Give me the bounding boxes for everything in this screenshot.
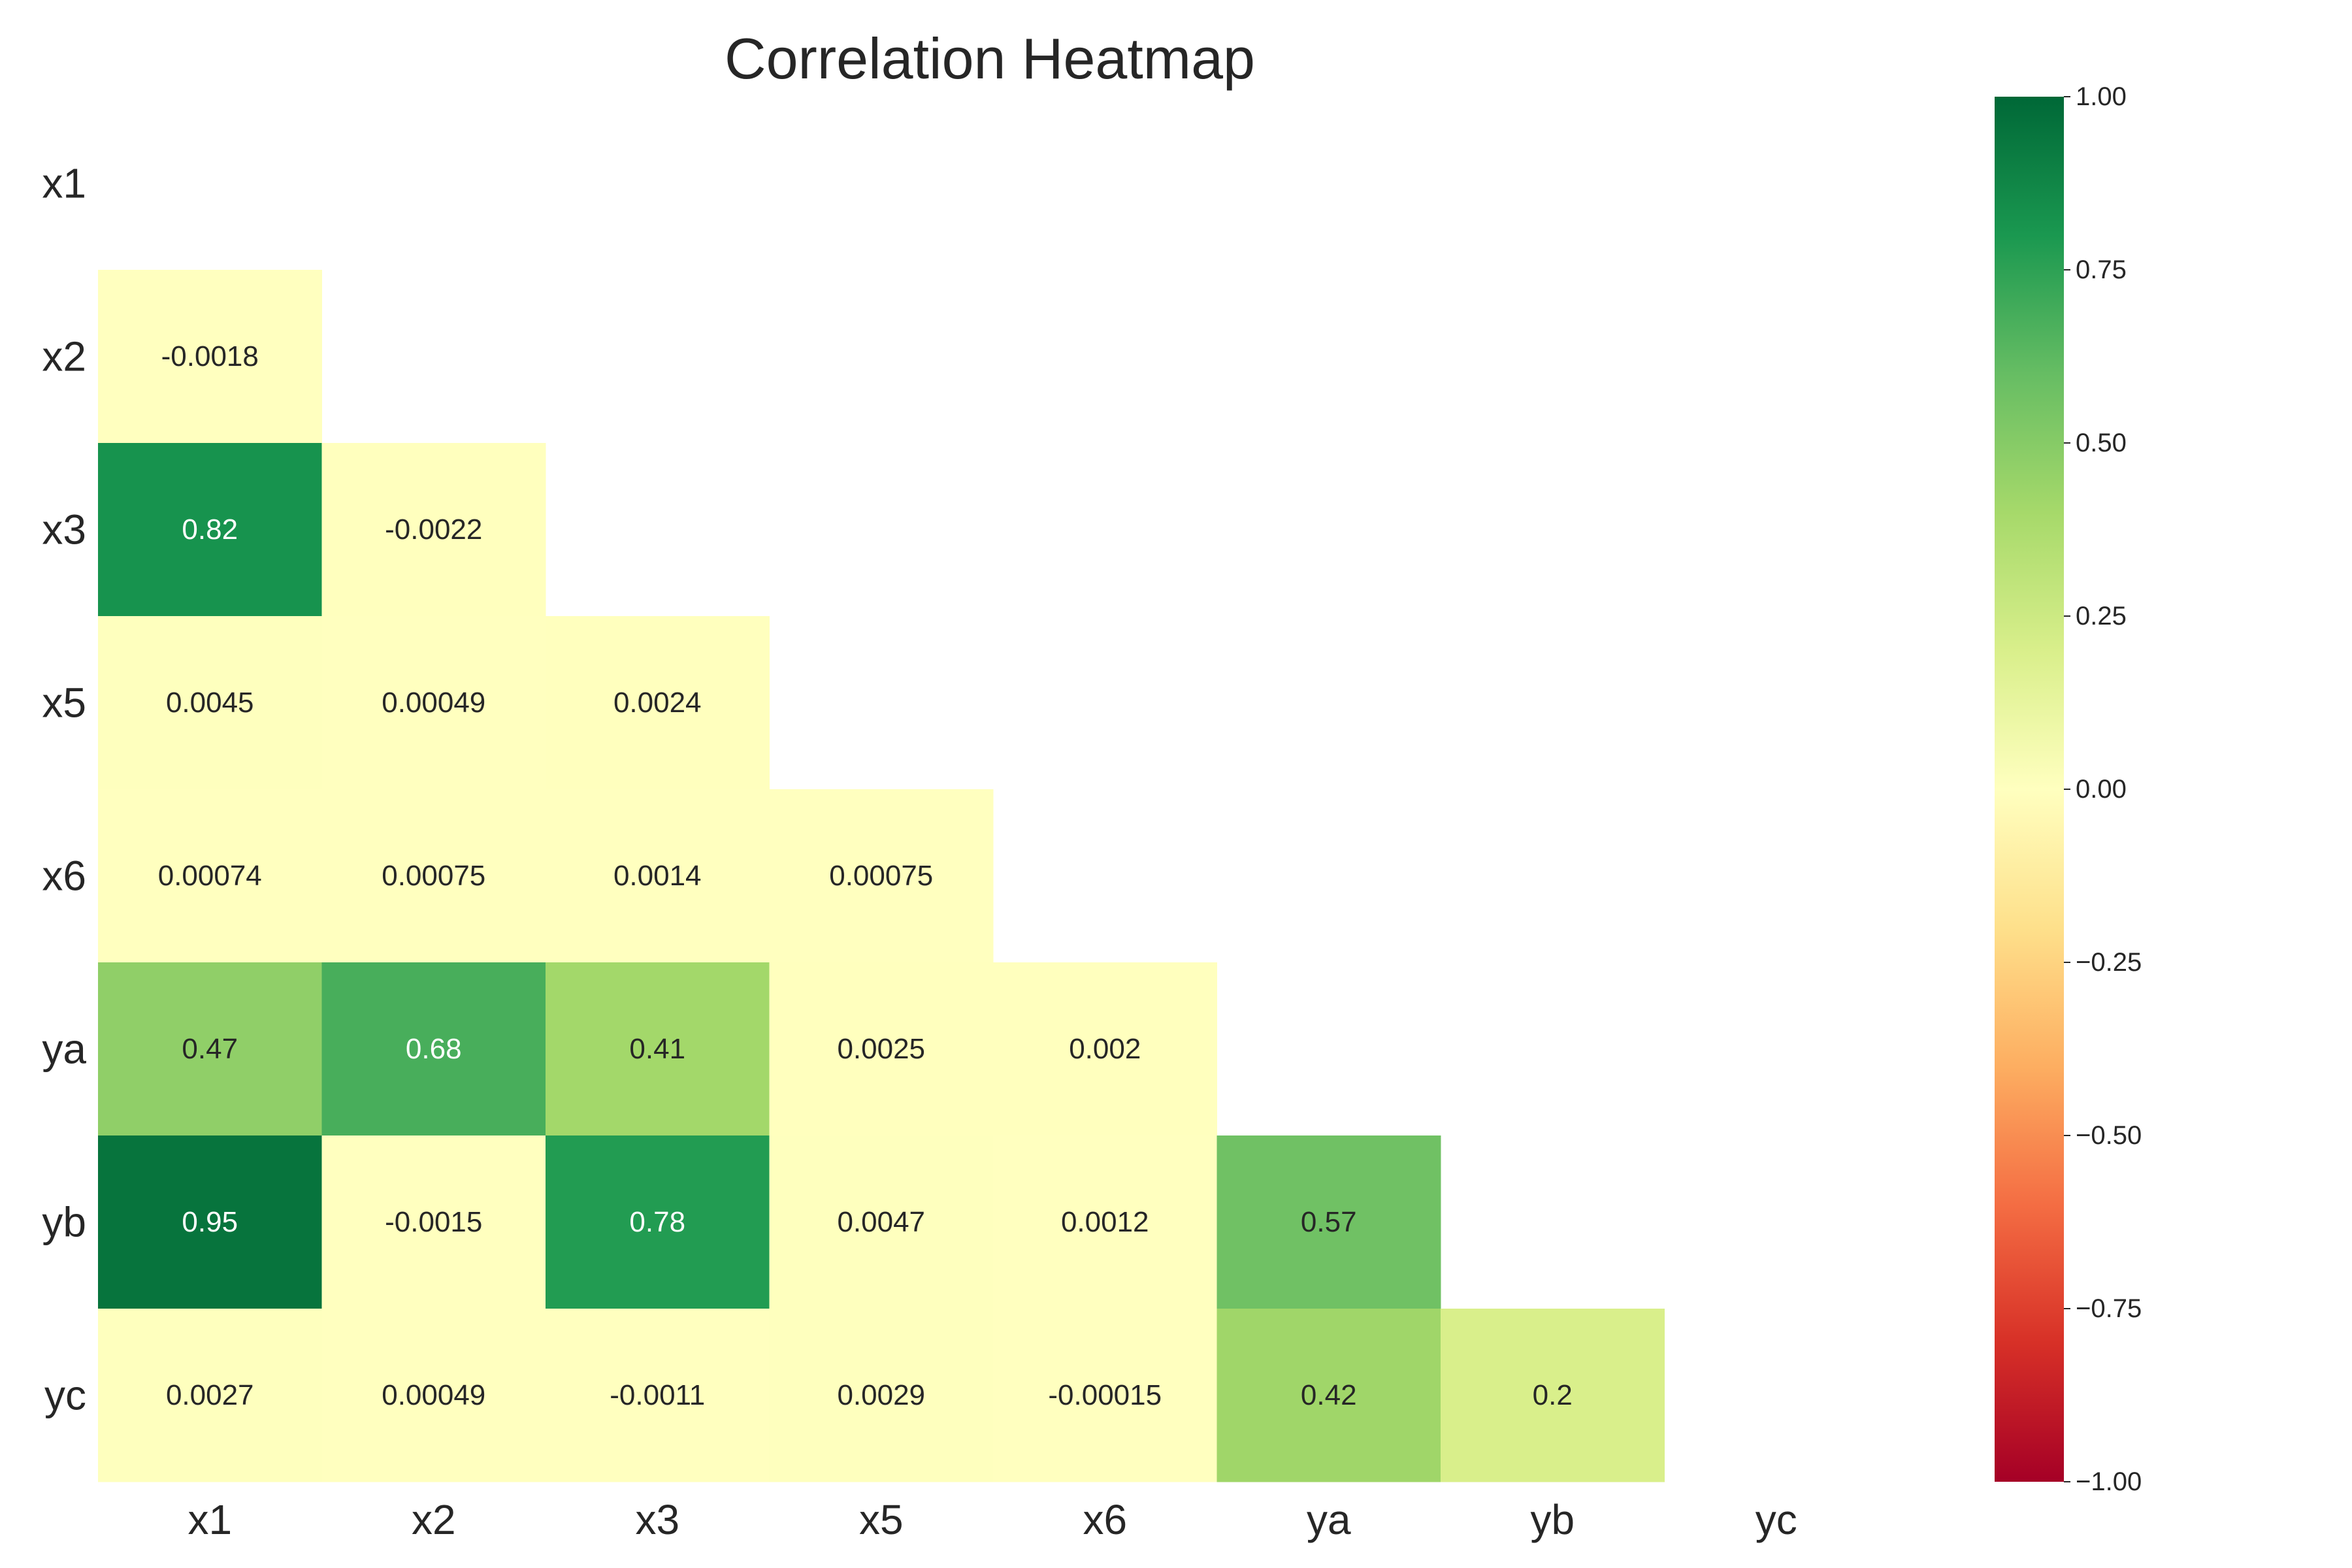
x-axis-tick-labels: x1 x2 x3 x5 x6 ya yb yc [188, 1496, 1797, 1543]
heatmap-cell-x2-x1 [98, 270, 322, 444]
heatmap-cells: -0.0018 0.82 -0.0022 0.0045 0.00049 0.0024 0.0… [98, 270, 1665, 1482]
cell-value-label-ya-x2: 0.68 [406, 1033, 462, 1065]
heatmap-cell-yb-x3 [546, 1135, 770, 1309]
heatmap-cell-x3-x1 [98, 443, 322, 617]
heatmap-cell-ya-x5 [769, 962, 994, 1136]
heatmap-cell-yb-x2 [321, 1135, 546, 1309]
cell-value-label-yb-x2: -0.0015 [385, 1206, 482, 1238]
x-tick-label-x2: x2 [412, 1496, 456, 1543]
heatmap-cell-x6-x2 [321, 789, 546, 963]
y-tick-label-x1: x1 [42, 160, 86, 207]
cell-value-label-x6-x3: 0.0014 [613, 860, 702, 892]
heatmap-cell-x5-x2 [321, 616, 546, 790]
cell-value-label-ya-x3: 0.41 [629, 1033, 685, 1065]
heatmap-cell-yb-x5 [769, 1135, 994, 1309]
colorbar-tick-label: 0.25 [2076, 602, 2127, 630]
heatmap-cell-x5-x3 [546, 616, 770, 790]
cell-value-label-yc-x6: -0.00015 [1048, 1379, 1162, 1411]
heatmap-cell-yc-x1 [98, 1309, 322, 1482]
colorbar-tick-label: 0.75 [2076, 255, 2127, 284]
cell-value-label-yc-x2: 0.00049 [382, 1379, 485, 1411]
cell-value-label-yc-yb: 0.2 [1533, 1379, 1573, 1411]
heatmap-cell-yc-x2 [321, 1309, 546, 1482]
heatmap-cell-x5-x1 [98, 616, 322, 790]
y-tick-label-x2: x2 [42, 333, 86, 380]
cell-value-label-yc-ya: 0.42 [1301, 1379, 1357, 1411]
cell-value-label-yb-ya: 0.57 [1301, 1206, 1357, 1238]
cell-value-label-x3-x1: 0.82 [182, 514, 238, 546]
heatmap-cell-yb-x6 [993, 1135, 1217, 1309]
heatmap-cell-ya-x3 [546, 962, 770, 1136]
cell-value-label-x2-x1: -0.0018 [161, 340, 259, 372]
y-tick-label-yb: yb [42, 1199, 86, 1246]
colorbar [1995, 97, 2064, 1482]
cell-value-label-x5-x3: 0.0024 [613, 687, 702, 719]
heatmap-cell-x6-x1 [98, 789, 322, 963]
cell-value-label-ya-x1: 0.47 [182, 1033, 238, 1065]
cell-value-label-yc-x5: 0.0029 [837, 1379, 925, 1411]
heatmap-cell-yc-x6 [993, 1309, 1217, 1482]
cell-value-label-yb-x5: 0.0047 [837, 1206, 925, 1238]
cell-value-label-yc-x1: 0.0027 [166, 1379, 254, 1411]
colorbar-tick-label: −1.00 [2076, 1467, 2142, 1496]
colorbar-tick-label: −0.25 [2076, 948, 2142, 977]
x-tick-label-x1: x1 [188, 1496, 232, 1543]
heatmap-cell-yc-x5 [769, 1309, 994, 1482]
y-tick-label-yc: yc [44, 1372, 86, 1419]
colorbar-tick-label: −0.75 [2076, 1294, 2142, 1323]
heatmap-cell-ya-x6 [993, 962, 1217, 1136]
cell-value-label-yb-x1: 0.95 [182, 1206, 238, 1238]
heatmap-cell-x6-x5 [769, 789, 994, 963]
x-tick-label-x3: x3 [635, 1496, 679, 1543]
cell-value-label-x5-x2: 0.00049 [382, 687, 485, 719]
heatmap-cell-x6-x3 [546, 789, 770, 963]
cell-value-label-yb-x3: 0.78 [629, 1206, 685, 1238]
cell-value-label-yb-x6: 0.0012 [1061, 1206, 1149, 1238]
heatmap-cell-x3-x2 [321, 443, 546, 617]
heatmap-cell-ya-x1 [98, 962, 322, 1136]
cell-value-label-x6-x2: 0.00075 [382, 860, 485, 892]
x-tick-label-x5: x5 [859, 1496, 904, 1543]
x-tick-label-ya: ya [1307, 1496, 1351, 1543]
x-tick-label-yc: yc [1756, 1496, 1797, 1543]
cell-value-label-x6-x5: 0.00075 [829, 860, 933, 892]
cell-value-label-ya-x6: 0.002 [1069, 1033, 1141, 1065]
x-tick-label-x6: x6 [1083, 1496, 1127, 1543]
y-tick-label-x5: x5 [42, 679, 86, 727]
cell-value-label-x3-x2: -0.0022 [385, 514, 482, 546]
y-axis-tick-labels: x1 x2 x3 x5 x6 ya yb yc [42, 160, 86, 1419]
y-tick-label-x6: x6 [42, 853, 86, 900]
cell-value-label-x5-x1: 0.0045 [166, 687, 254, 719]
x-tick-label-yb: yb [1530, 1496, 1575, 1543]
colorbar-tick-label: 0.00 [2076, 775, 2127, 804]
y-tick-label-x3: x3 [42, 506, 86, 553]
cell-value-label-ya-x5: 0.0025 [837, 1033, 925, 1065]
y-tick-label-ya: ya [42, 1026, 86, 1073]
cell-value-label-yc-x3: -0.0011 [610, 1379, 705, 1411]
heatmap-cell-yb-x1 [98, 1135, 322, 1309]
heatmap-cell-yc-ya [1217, 1309, 1441, 1482]
heatmap-cell-ya-x2 [321, 962, 546, 1136]
heatmap-cell-yb-ya [1217, 1135, 1441, 1309]
colorbar-tick-label: 1.00 [2076, 82, 2127, 111]
chart-title: Correlation Heatmap [725, 26, 1255, 91]
colorbar-tick-label: 0.50 [2076, 429, 2127, 457]
heatmap-cell-yc-yb [1441, 1309, 1665, 1482]
heatmap-cell-yc-x3 [546, 1309, 770, 1482]
colorbar-tick-labels: 1.00 0.75 0.50 0.25 0.00 −0.25 −0.50 −0.75 −1.00 [2064, 82, 2142, 1496]
cell-value-label-x6-x1: 0.00074 [158, 860, 262, 892]
colorbar-tick-label: −0.50 [2076, 1121, 2142, 1150]
